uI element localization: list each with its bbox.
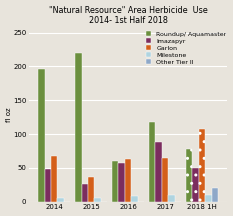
- Bar: [205, 195, 212, 202]
- Bar: [82, 184, 88, 202]
- Bar: [125, 159, 131, 202]
- Bar: [192, 168, 199, 202]
- Legend: Roundup/ Aquamaster, Imazapyr, Garlon, Milestone, Other Tier II: Roundup/ Aquamaster, Imazapyr, Garlon, M…: [145, 30, 228, 66]
- Bar: [51, 156, 57, 202]
- Bar: [94, 198, 101, 202]
- Bar: [131, 196, 138, 202]
- Bar: [45, 169, 51, 202]
- Bar: [112, 161, 119, 202]
- Y-axis label: fl oz: fl oz: [6, 107, 12, 122]
- Bar: [168, 195, 175, 202]
- Bar: [88, 177, 94, 202]
- Bar: [162, 158, 168, 202]
- Bar: [155, 142, 162, 202]
- Bar: [149, 122, 155, 202]
- Bar: [119, 163, 125, 202]
- Bar: [57, 198, 64, 202]
- Bar: [38, 69, 45, 202]
- Bar: [75, 53, 82, 202]
- Bar: [199, 129, 205, 202]
- Bar: [212, 188, 218, 202]
- Bar: [186, 149, 192, 202]
- Title: "Natural Resource" Area Herbicide  Use
2014- 1st Half 2018: "Natural Resource" Area Herbicide Use 20…: [49, 6, 207, 25]
